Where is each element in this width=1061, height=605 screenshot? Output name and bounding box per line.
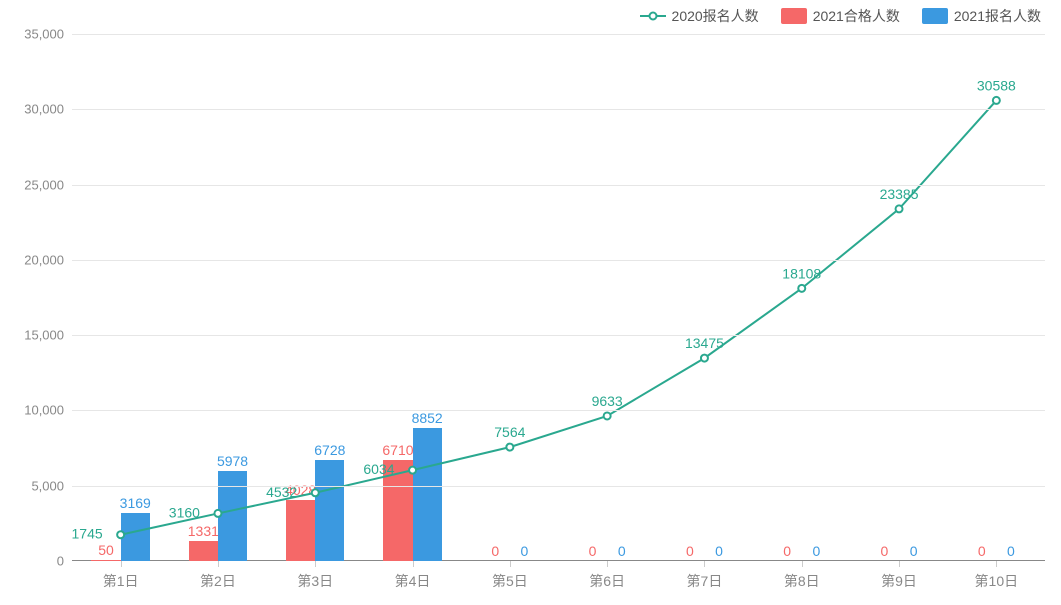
bar-value-label: 3169 [120, 495, 151, 511]
chart-container: 2020报名人数 2021合格人数 2021报名人数 5013314028671… [0, 0, 1061, 605]
legend-label-bar-b: 2021报名人数 [954, 6, 1041, 26]
bar [189, 541, 218, 561]
bar-value-label: 0 [881, 543, 889, 559]
x-axis-label: 第10日 [975, 561, 1019, 591]
x-axis-label: 第6日 [589, 561, 625, 591]
grid-line [72, 410, 1045, 411]
y-axis-label: 0 [57, 554, 72, 569]
bar-value-label: 8852 [412, 410, 443, 426]
y-axis-label: 5,000 [31, 478, 72, 493]
x-axis-label: 第1日 [103, 561, 139, 591]
bar-value-label: 0 [783, 543, 791, 559]
bar-value-label: 0 [978, 543, 986, 559]
x-axis-label: 第8日 [784, 561, 820, 591]
y-axis-label: 25,000 [24, 177, 72, 192]
bar-value-label: 0 [910, 543, 918, 559]
bar-value-label: 0 [686, 543, 694, 559]
grid-line [72, 185, 1045, 186]
grid-line [72, 109, 1045, 110]
bar-value-label: 50 [98, 542, 114, 558]
legend-item-bar-a: 2021合格人数 [781, 6, 900, 26]
x-axis-label: 第2日 [200, 561, 236, 591]
legend-circle-icon [648, 12, 657, 21]
plot-area: 5013314028671000000031695978672888520000… [72, 34, 1045, 561]
legend-swatch-a-icon [781, 8, 807, 24]
bar-value-label: 0 [589, 543, 597, 559]
legend-item-line: 2020报名人数 [640, 6, 759, 26]
bar-value-label: 1331 [188, 523, 219, 539]
legend-label-line: 2020报名人数 [672, 6, 759, 26]
y-axis-label: 20,000 [24, 252, 72, 267]
legend-swatch-b-icon [922, 8, 948, 24]
x-axis-label: 第9日 [881, 561, 917, 591]
x-axis-label: 第4日 [395, 561, 431, 591]
bar [413, 428, 442, 561]
bar [315, 460, 344, 561]
grid-line [72, 486, 1045, 487]
x-axis-label: 第3日 [297, 561, 333, 591]
bar-value-label: 5978 [217, 453, 248, 469]
bar-value-label: 0 [1007, 543, 1015, 559]
bar-value-label: 6710 [382, 442, 413, 458]
y-axis-label: 15,000 [24, 328, 72, 343]
y-axis-label: 10,000 [24, 403, 72, 418]
bar-value-label: 0 [491, 543, 499, 559]
y-axis-label: 30,000 [24, 102, 72, 117]
y-axis-label: 35,000 [24, 27, 72, 42]
bar-value-label: 6728 [314, 442, 345, 458]
legend: 2020报名人数 2021合格人数 2021报名人数 [0, 6, 1041, 26]
x-axis-label: 第7日 [687, 561, 723, 591]
legend-label-bar-a: 2021合格人数 [813, 6, 900, 26]
bars-layer: 5013314028671000000031695978672888520000… [72, 34, 1045, 561]
bar [383, 460, 412, 561]
bar-value-label: 0 [618, 543, 626, 559]
bar [286, 500, 315, 561]
bar-value-label: 0 [715, 543, 723, 559]
legend-line-icon [640, 15, 666, 17]
grid-line [72, 260, 1045, 261]
bar [121, 513, 150, 561]
grid-line [72, 335, 1045, 336]
bar [218, 471, 247, 561]
x-axis-label: 第5日 [492, 561, 528, 591]
legend-item-bar-b: 2021报名人数 [922, 6, 1041, 26]
bar-value-label: 0 [521, 543, 529, 559]
grid-line [72, 34, 1045, 35]
bar-value-label: 0 [812, 543, 820, 559]
